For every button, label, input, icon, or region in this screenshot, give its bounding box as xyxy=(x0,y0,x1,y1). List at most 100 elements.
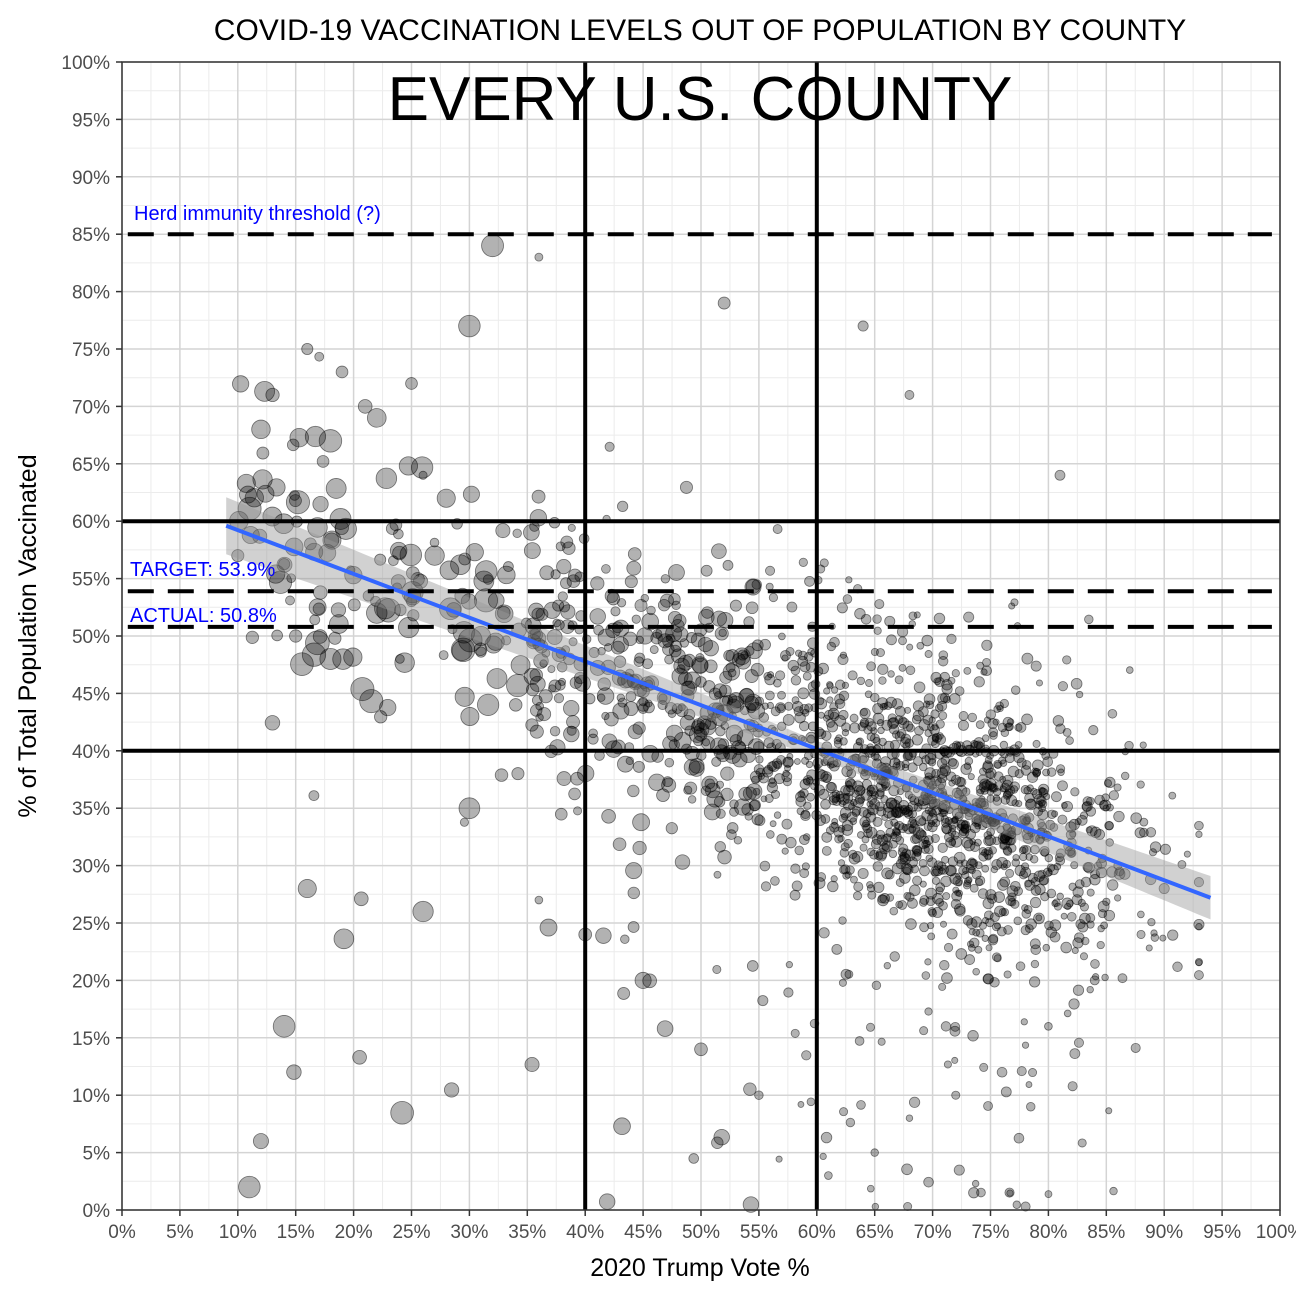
county-point xyxy=(1167,929,1179,941)
county-point xyxy=(1139,741,1147,749)
county-point xyxy=(826,696,834,704)
county-point xyxy=(921,634,934,647)
county-point xyxy=(1194,970,1204,980)
county-point xyxy=(1063,1009,1072,1018)
county-point xyxy=(1068,998,1080,1010)
county-point xyxy=(935,898,945,907)
county-point xyxy=(913,681,926,694)
county-point xyxy=(617,987,631,1000)
county-point xyxy=(531,607,545,622)
county-point xyxy=(309,614,321,626)
county-point xyxy=(947,676,956,685)
county-point xyxy=(597,677,611,691)
county-point xyxy=(841,729,850,737)
county-point xyxy=(956,784,968,797)
county-point xyxy=(353,891,369,907)
county-point xyxy=(861,835,870,844)
county-point xyxy=(760,881,772,892)
county-point xyxy=(390,1100,414,1125)
county-point xyxy=(996,926,1007,937)
county-point xyxy=(1020,785,1030,795)
county-point xyxy=(698,608,715,626)
county-point xyxy=(1042,943,1051,952)
county-point xyxy=(612,702,630,720)
county-point xyxy=(897,900,908,910)
county-point xyxy=(873,753,881,762)
county-point xyxy=(845,1117,856,1128)
county-point xyxy=(825,781,837,794)
county-point xyxy=(879,843,891,855)
county-point xyxy=(374,710,388,724)
county-point xyxy=(1069,1048,1081,1059)
county-point xyxy=(987,934,999,946)
county-point xyxy=(923,693,936,705)
county-point xyxy=(841,819,854,832)
county-point xyxy=(982,760,993,771)
county-point xyxy=(985,917,995,928)
county-point xyxy=(873,626,882,635)
county-point xyxy=(713,796,726,808)
county-point xyxy=(297,879,317,899)
county-point xyxy=(785,836,797,849)
county-point xyxy=(831,686,839,694)
county-point xyxy=(898,663,907,672)
county-point xyxy=(557,591,568,602)
county-point xyxy=(1039,846,1050,857)
county-point xyxy=(878,676,887,685)
county-point xyxy=(1037,821,1047,832)
county-point xyxy=(995,701,1004,711)
county-point xyxy=(1084,614,1094,625)
county-point xyxy=(793,758,801,765)
county-point xyxy=(857,796,865,804)
county-point xyxy=(1045,926,1057,938)
county-point xyxy=(999,698,1009,709)
county-point xyxy=(939,765,951,777)
y-tick-label: 60% xyxy=(72,512,110,533)
county-point xyxy=(755,755,764,764)
county-point xyxy=(849,722,861,734)
county-point xyxy=(970,916,983,928)
county-point xyxy=(1159,934,1167,942)
county-point xyxy=(855,737,865,746)
county-point xyxy=(794,845,805,856)
county-point xyxy=(668,564,685,581)
county-point xyxy=(913,756,923,767)
county-point xyxy=(272,1015,296,1038)
county-point xyxy=(412,573,428,589)
county-point xyxy=(459,817,469,827)
county-point xyxy=(1055,855,1066,866)
county-point xyxy=(885,696,897,709)
county-point xyxy=(956,777,967,787)
county-point xyxy=(838,709,849,721)
county-point xyxy=(1038,786,1046,794)
county-point xyxy=(968,1187,980,1199)
county-point xyxy=(450,554,471,575)
county-point xyxy=(993,954,1002,963)
county-point xyxy=(996,1066,1008,1078)
county-point xyxy=(1136,780,1145,789)
county-point xyxy=(820,799,831,810)
county-point xyxy=(329,614,349,634)
county-point xyxy=(704,782,721,799)
county-point xyxy=(862,809,872,819)
county-point xyxy=(683,758,701,776)
county-point xyxy=(941,683,953,695)
county-point xyxy=(538,689,553,704)
county-point xyxy=(388,555,399,566)
county-point xyxy=(729,599,742,612)
county-point xyxy=(1035,914,1043,922)
county-point xyxy=(744,695,760,711)
county-point xyxy=(494,604,514,624)
county-point xyxy=(350,677,375,702)
county-point xyxy=(853,891,863,901)
county-point xyxy=(637,703,649,714)
county-point xyxy=(328,631,342,645)
county-point xyxy=(953,903,966,915)
county-point xyxy=(918,859,928,868)
county-point xyxy=(862,819,870,828)
county-point xyxy=(888,785,900,797)
county-point xyxy=(893,828,902,836)
county-point xyxy=(597,693,606,702)
county-point xyxy=(1015,961,1026,972)
county-point xyxy=(925,887,937,900)
